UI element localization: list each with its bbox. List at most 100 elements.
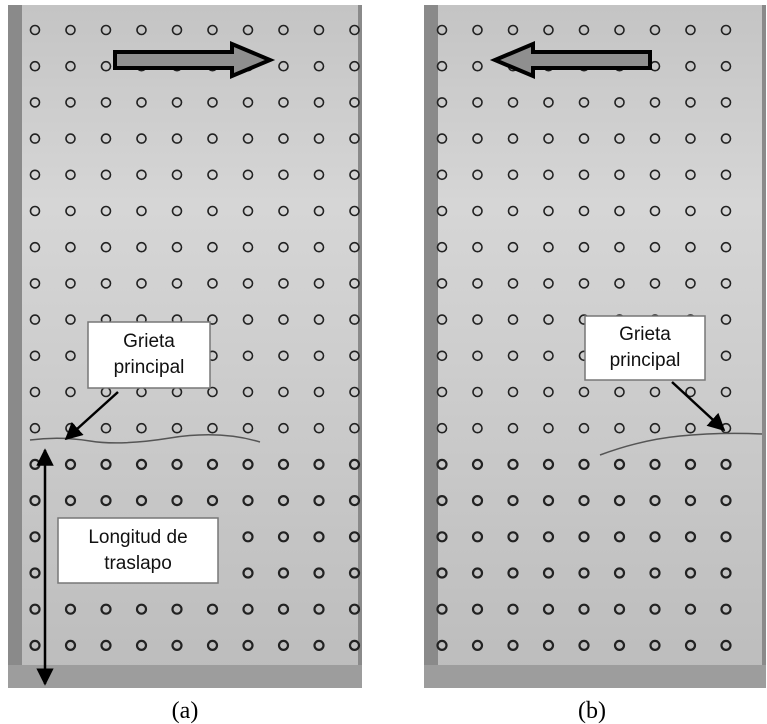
target-dot	[349, 241, 360, 253]
target-dot	[136, 422, 147, 434]
target-dot	[65, 60, 76, 72]
target-dot	[29, 24, 41, 36]
target-dot	[100, 639, 112, 652]
target-dot	[578, 603, 590, 615]
target-dot	[649, 205, 661, 217]
target-dot	[507, 278, 519, 289]
target-dot	[685, 278, 696, 289]
target-dot	[685, 97, 696, 108]
target-dot	[507, 639, 519, 652]
target-dot	[278, 241, 289, 253]
target-dot	[242, 458, 254, 470]
target-dot	[171, 24, 183, 36]
target-dot	[207, 422, 218, 434]
target-dot	[649, 241, 661, 253]
annotation-text: Grieta	[619, 324, 671, 345]
target-dot	[472, 97, 483, 108]
target-dot	[685, 133, 696, 144]
target-dot	[613, 603, 626, 615]
target-dot	[436, 386, 448, 398]
target-dot	[278, 386, 289, 398]
target-dot	[436, 422, 448, 434]
target-dot	[313, 60, 325, 72]
target-dot	[614, 169, 625, 181]
target-dot	[507, 97, 519, 108]
target-dot	[349, 24, 360, 36]
target-dot	[684, 567, 697, 579]
panel-b: Grieta principal	[424, 5, 766, 688]
target-dot	[100, 60, 112, 72]
target-dot	[436, 495, 448, 507]
target-dot	[543, 205, 554, 217]
target-dot	[29, 422, 41, 434]
target-dot	[277, 495, 290, 507]
target-dot	[242, 133, 254, 144]
target-dot	[649, 458, 661, 470]
target-dot	[720, 133, 732, 144]
target-dot	[349, 97, 360, 108]
target-dot	[136, 24, 147, 36]
target-dot	[242, 350, 254, 362]
target-dot	[507, 205, 519, 217]
target-dot	[436, 241, 448, 253]
target-dot	[349, 278, 360, 289]
target-dot	[100, 169, 112, 181]
target-dot	[720, 567, 732, 579]
target-dot	[436, 205, 448, 217]
target-dot	[543, 350, 554, 362]
target-dot	[29, 205, 41, 217]
target-dot	[100, 603, 112, 615]
target-dot	[136, 241, 147, 253]
annotation-box	[87, 321, 211, 389]
target-dot	[543, 24, 554, 36]
target-dot	[206, 603, 219, 615]
target-dot	[278, 169, 289, 181]
target-dot	[348, 458, 361, 470]
target-dot	[685, 169, 696, 181]
target-dot	[720, 169, 732, 181]
target-dot	[278, 60, 289, 72]
target-dot	[278, 350, 289, 362]
target-dot	[614, 278, 625, 289]
target-dot	[720, 531, 732, 543]
target-dot	[100, 495, 112, 507]
target-dot	[65, 24, 76, 36]
target-dot	[135, 639, 148, 652]
target-dot	[242, 386, 254, 398]
target-dot	[313, 205, 325, 217]
target-dot	[542, 495, 555, 507]
target-dot	[29, 241, 41, 253]
target-dot	[578, 531, 590, 543]
target-dot	[649, 278, 661, 289]
target-dot	[349, 169, 360, 181]
target-dot	[313, 133, 325, 144]
crack	[29, 434, 261, 444]
target-dot	[29, 133, 41, 144]
target-dot	[277, 639, 290, 652]
target-dot	[614, 24, 625, 36]
target-dot	[649, 133, 661, 144]
target-dot	[685, 60, 696, 72]
target-dot	[207, 97, 218, 108]
target-dot	[100, 24, 112, 36]
target-dot	[349, 350, 360, 362]
target-dot	[64, 495, 77, 507]
target-dot	[242, 24, 254, 36]
floor	[8, 665, 362, 688]
target-dot	[65, 278, 76, 289]
target-dot	[684, 458, 697, 470]
target-dot	[207, 24, 218, 36]
target-dot	[348, 531, 361, 543]
target-dot	[507, 495, 519, 507]
target-dot	[685, 24, 696, 36]
target-dot	[578, 458, 590, 470]
target-dot	[472, 205, 483, 217]
target-dot	[313, 278, 325, 289]
target-dot	[542, 603, 555, 615]
target-dot	[507, 567, 519, 579]
target-dot	[207, 241, 218, 253]
target-dot	[64, 639, 77, 652]
target-dot	[135, 495, 148, 507]
target-dot	[436, 97, 448, 108]
